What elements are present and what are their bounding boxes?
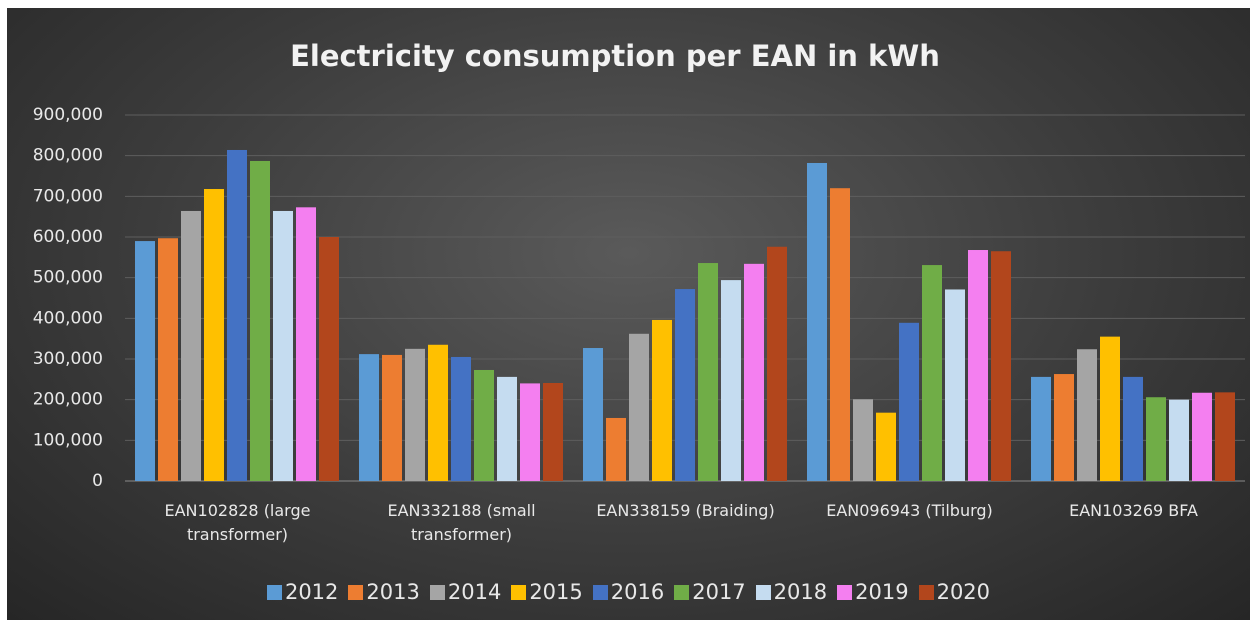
legend-label: 2018 — [773, 580, 828, 604]
y-tick-label: 400,000 — [33, 308, 103, 328]
bar — [181, 210, 201, 481]
bar — [922, 265, 942, 481]
x-tick-label: EAN338159 (Braiding) — [596, 501, 775, 520]
x-tick-label: EAN103269 BFA — [1069, 501, 1198, 520]
legend-label: 2013 — [366, 580, 420, 604]
legend: 2012 2013 2014 2015 2016 2017 2018 2019 2020 — [7, 580, 1250, 604]
bar — [520, 383, 540, 481]
y-tick-label: 600,000 — [33, 227, 103, 247]
legend-label: 2012 — [284, 580, 339, 604]
bar — [1077, 349, 1097, 481]
bar — [583, 348, 603, 481]
legend-item: 2015 — [511, 580, 583, 604]
legend-item: 2012 — [266, 580, 339, 604]
legend-label: 2016 — [610, 580, 665, 604]
bar — [744, 263, 764, 481]
bar — [405, 348, 425, 481]
bar — [451, 356, 471, 481]
bar — [606, 417, 626, 481]
bar — [1215, 392, 1235, 481]
bar — [899, 322, 919, 481]
bar — [227, 149, 247, 481]
chart-area: Electricity consumption per EAN in kWh 0… — [7, 8, 1250, 620]
bar — [382, 354, 402, 481]
legend-item: 2013 — [348, 580, 420, 604]
legend-swatch — [266, 584, 282, 600]
legend-swatch — [837, 584, 853, 600]
bar — [945, 289, 965, 481]
x-tick-label: EAN102828 (large transformer) — [164, 501, 311, 544]
y-tick-label: 500,000 — [33, 268, 103, 288]
chart: Electricity consumption per EAN in kWh 0… — [33, 39, 1245, 491]
bar — [767, 246, 787, 481]
legend-swatch — [511, 584, 527, 600]
legend-item: 2019 — [837, 580, 909, 604]
bar — [721, 280, 741, 481]
legend-item: 2018 — [755, 580, 828, 604]
bar — [1100, 336, 1120, 481]
bar — [698, 263, 718, 481]
chart-title: Electricity consumption per EAN in kWh — [290, 39, 940, 73]
bar — [1192, 392, 1212, 481]
legend-item: 2020 — [918, 580, 991, 604]
legend-swatch — [348, 584, 364, 600]
bar — [158, 238, 178, 481]
bar — [1054, 374, 1074, 481]
legend-swatch — [755, 584, 771, 600]
y-tick-label: 0 — [92, 471, 103, 491]
bar — [1169, 399, 1189, 481]
legend-swatch — [674, 584, 690, 600]
bar — [474, 369, 494, 481]
y-tick-label: 300,000 — [33, 349, 103, 369]
bar — [652, 319, 672, 481]
bar — [273, 210, 293, 481]
bar — [675, 289, 695, 481]
bar — [1031, 376, 1051, 481]
legend-label: 2014 — [447, 580, 502, 604]
y-tick-label: 800,000 — [33, 146, 103, 166]
x-tick-label: EAN096943 (Tilburg) — [826, 501, 993, 520]
bar — [1146, 397, 1166, 481]
legend-item: 2016 — [592, 580, 665, 604]
x-tick-label: EAN332188 (small transformer) — [387, 501, 536, 544]
bar — [876, 412, 896, 481]
bar — [296, 207, 316, 481]
legend-label: 2017 — [692, 580, 746, 604]
legend-label: 2015 — [529, 580, 583, 604]
y-tick-label: 900,000 — [33, 105, 103, 125]
bar — [135, 241, 155, 481]
bar — [629, 333, 649, 481]
y-tick-label: 200,000 — [33, 390, 103, 410]
bar — [830, 188, 850, 481]
legend-swatch — [429, 584, 445, 600]
legend-item: 2014 — [429, 580, 502, 604]
bar — [991, 251, 1011, 481]
bar — [807, 162, 827, 481]
y-tick-label: 100,000 — [33, 430, 103, 450]
legend-label: 2020 — [936, 580, 991, 604]
bar — [1123, 376, 1143, 481]
legend-swatch — [918, 584, 934, 600]
bar — [543, 382, 563, 481]
bar — [319, 237, 339, 481]
legend-item: 2017 — [674, 580, 746, 604]
legend-label: 2019 — [855, 580, 909, 604]
bar — [359, 354, 379, 481]
legend-swatch — [592, 584, 608, 600]
y-tick-label: 700,000 — [33, 186, 103, 206]
bar — [968, 250, 988, 481]
bar — [204, 189, 224, 481]
bar — [497, 376, 517, 481]
bar — [853, 399, 873, 481]
bar — [428, 344, 448, 481]
bar — [250, 160, 270, 481]
